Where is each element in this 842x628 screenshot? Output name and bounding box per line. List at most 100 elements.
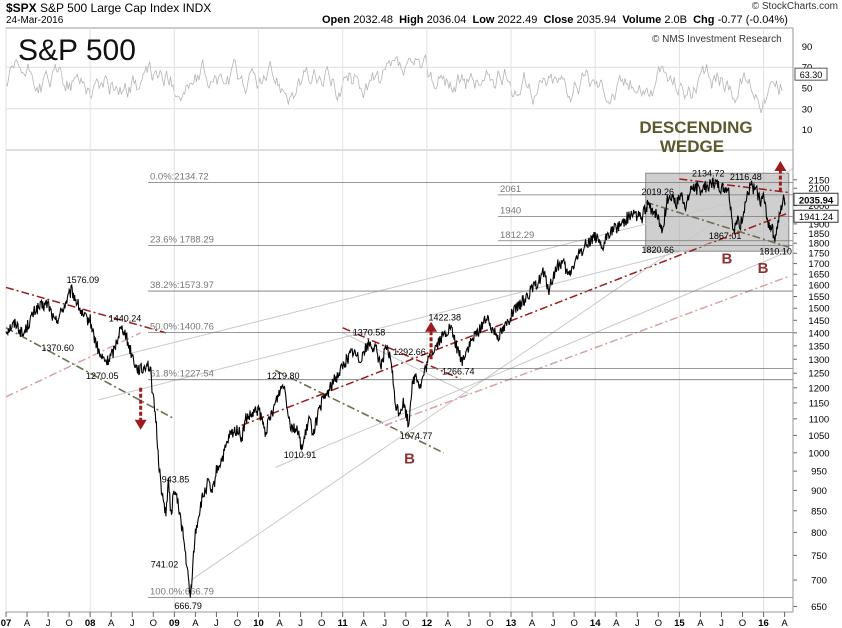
high-label: High — [399, 14, 424, 26]
chg-value: -0.77 (-0.04%) — [717, 14, 788, 26]
price-annotation: 1820.66 — [641, 245, 674, 255]
open-value: 2032.48 — [353, 14, 393, 26]
close-label: Close — [543, 14, 574, 26]
price-annotation: 741.02 — [151, 560, 179, 570]
trend-line — [274, 369, 445, 454]
price-tick-label: 1350 — [808, 341, 829, 352]
price-tick-label: 850 — [811, 506, 827, 517]
exchange: INDX — [182, 1, 212, 15]
price-tick-label: 700 — [811, 576, 827, 587]
wedge-label-line1: DESCENDING — [639, 118, 752, 137]
x-tick-label: O — [65, 618, 72, 628]
price-annotation: 1867.01 — [709, 231, 742, 241]
axes: 6507007508008509009501000105011001150120… — [1, 28, 839, 628]
symbol: $SPX — [6, 1, 37, 15]
chart-header: $SPX S&P 500 Large Cap Index INDX 24-Mar… — [0, 0, 842, 28]
symbol-title: $SPX S&P 500 Large Cap Index INDX — [6, 1, 211, 15]
fib-label: 0.0%:2134.72 — [150, 171, 209, 182]
symbol-name: S&P 500 Large Cap Index — [40, 1, 180, 15]
x-tick-label: O — [739, 618, 746, 628]
price-tick-label: 2000 — [808, 201, 829, 212]
chg-label: Chg — [693, 14, 715, 26]
hline-label: 2061 — [500, 184, 521, 195]
fib-levels: 0.0%:2134.72 23.6% 1788.29 38.2%:1573.97 50… — [148, 171, 793, 598]
price-annotation: 1422.38 — [429, 312, 462, 322]
fib-label: 38.2%:1573.97 — [150, 280, 214, 291]
price-tick-label: 1100 — [809, 414, 829, 425]
wedge-label-line2: WEDGE — [660, 137, 724, 156]
x-tick-label: A — [192, 618, 199, 628]
price-annotation: 1370.58 — [353, 327, 386, 337]
price-annotation: 1576.09 — [67, 275, 100, 285]
x-tick-label: J — [130, 618, 135, 628]
price-annotation: 1440.24 — [109, 314, 142, 324]
fib-label: 61.8%:1227.54 — [150, 369, 214, 380]
trend-line — [342, 327, 461, 380]
price-tick-label: 2150 — [808, 175, 829, 186]
price-last-box — [793, 192, 839, 206]
x-tick-label: A — [781, 618, 788, 628]
price-tick-label: 900 — [811, 486, 827, 497]
fib-label: 23.6% 1788.29 — [150, 235, 214, 246]
volume-label: Volume — [622, 14, 662, 26]
chart-title: S&P 500 — [18, 34, 136, 67]
trend-line — [679, 178, 789, 194]
price-tick-label: 950 — [811, 467, 827, 478]
brand-credit: © StockCharts.com — [751, 1, 838, 12]
price-last-value: 2035.94 — [799, 195, 834, 206]
price-tick-label: 2100 — [808, 184, 829, 195]
x-tick-label: J — [719, 618, 724, 628]
trend-lines — [5, 167, 794, 581]
x-tick-label: 11 — [338, 618, 349, 628]
price-tick-label: 1600 — [808, 281, 829, 292]
chart-date: 24-Mar-2016 — [6, 15, 64, 26]
price-tick-label: 800 — [811, 528, 827, 539]
trend-line — [5, 332, 141, 398]
x-tick-label: A — [445, 618, 452, 628]
x-tick-label: 16 — [758, 618, 769, 628]
x-tick-label: J — [551, 618, 556, 628]
b-marker: B — [758, 260, 769, 277]
indicator-last-badge: 63.30 — [794, 67, 828, 81]
price-annotation: 1810.10 — [759, 246, 792, 256]
price-annotation: 1219.80 — [267, 371, 300, 381]
price-tick-label: 1000 — [808, 448, 829, 459]
close-value: 2035.94 — [576, 14, 617, 26]
x-tick-label: A — [697, 618, 704, 628]
price-tick-label: 1300 — [808, 355, 829, 366]
x-tick-label: J — [298, 618, 303, 628]
price-tick-label: 1250 — [808, 369, 829, 380]
x-tick-label: A — [24, 618, 31, 628]
trend-line — [645, 201, 790, 248]
price-tick-label: 1450 — [808, 316, 829, 327]
x-tick-label: A — [529, 618, 536, 628]
x-tick-label: A — [276, 618, 283, 628]
x-tick-label: J — [635, 618, 640, 628]
low-value: 2022.49 — [497, 14, 538, 26]
price-last-badge: 2035.94 — [793, 192, 839, 206]
x-tick-label: J — [467, 618, 472, 628]
price-annotation: 2116.48 — [730, 172, 762, 182]
fib-label: 50.0%:1400.76 — [150, 322, 214, 333]
x-tick-label: J — [46, 618, 51, 628]
b-marker: B — [721, 251, 732, 268]
trend-line — [275, 250, 789, 468]
x-tick-label: A — [613, 618, 620, 628]
price-annotation: 666.79 — [174, 601, 202, 611]
price-tick-label: 1700 — [808, 259, 829, 270]
price-tick-label: 1800 — [808, 239, 829, 250]
arrow-down-icon — [134, 387, 147, 430]
trend-line — [384, 275, 790, 427]
gridlines — [5, 28, 765, 612]
x-tick-label: J — [382, 618, 387, 628]
trend-line — [190, 167, 794, 581]
price-tick-label: 1400 — [808, 328, 829, 339]
indicator-tick-label: 30 — [802, 104, 813, 115]
price-annotation: 1074.77 — [400, 431, 433, 441]
price-tick-label: 1550 — [808, 292, 829, 303]
x-tick-label: 15 — [674, 618, 685, 628]
indicator-last-value: 63.30 — [800, 70, 823, 80]
x-tick-label: A — [108, 618, 115, 628]
chart-credit: © NMS Investment Research — [652, 34, 782, 45]
x-tick-label: 10 — [253, 618, 264, 628]
